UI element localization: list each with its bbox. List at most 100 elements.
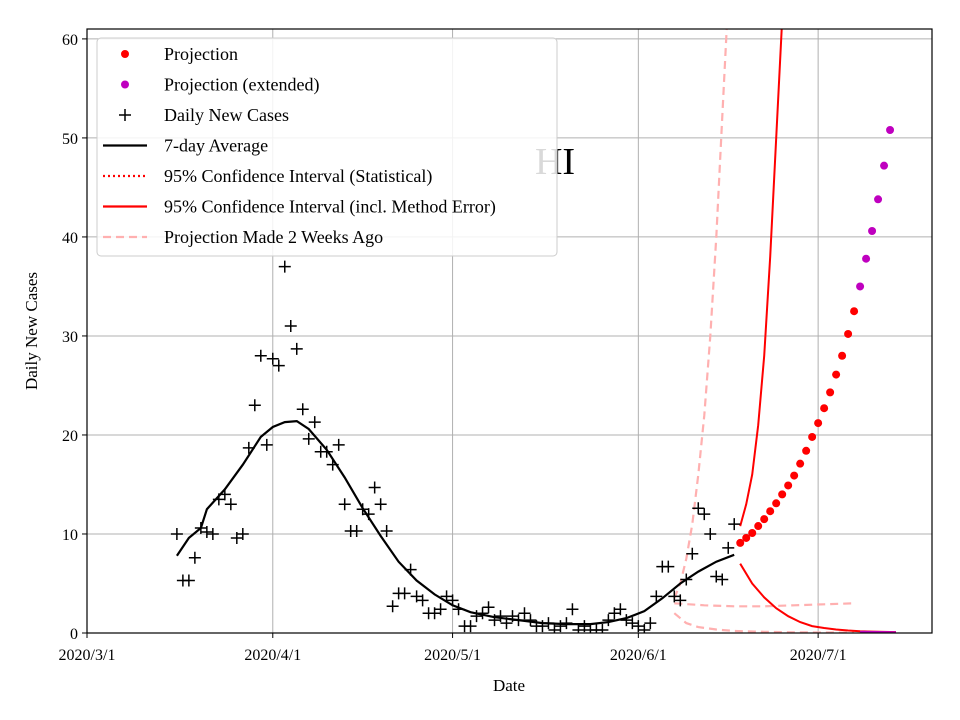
x-tick-label: 2020/4/1 [244,647,301,664]
daily-case-point [674,594,687,607]
daily-case-point [278,260,291,273]
daily-case-point [434,603,447,616]
projection-extended-point [874,195,883,204]
legend-label: Projection Made 2 Weeks Ago [164,227,383,247]
daily-case-point [482,601,495,614]
projection-point [766,507,775,516]
projection-point [808,432,817,441]
daily-case-point [500,617,513,630]
projection-point [796,459,805,468]
daily-case-point [290,342,303,355]
y-tick-label: 10 [62,527,78,544]
projection-point [736,538,745,547]
daily-case-point [284,320,297,333]
plot-frame [86,28,933,634]
projection-point [826,388,835,397]
daily-case-point [218,488,231,501]
projection-point [760,515,769,524]
daily-case-point [554,620,567,633]
daily-case-point [602,614,615,627]
daily-case-point [644,617,657,630]
legend-key-daily-new-cases [119,109,131,121]
daily-case-point [662,560,675,573]
daily-case-point [302,432,315,445]
daily-case-point [476,607,489,620]
projection-point [838,351,847,360]
daily-case-point [242,441,255,454]
daily-case-point [224,498,237,511]
daily-case-point [200,526,213,539]
daily-case-point [338,498,351,511]
daily-case-point [710,570,723,583]
daily-case-point [404,563,417,576]
daily-case-point [542,617,555,630]
legend-key-projection-extended [121,80,129,89]
daily-case-point [254,349,267,362]
axis-ticks: 2020/3/1 2020/4/1 2020/5/1 2020/6/1 2020/7/1… [59,32,847,664]
daily-case-point [464,620,477,633]
y-axis-label: Daily New Cases [22,272,41,390]
legend-key-projection [121,50,129,58]
daily-case-point [182,574,195,587]
daily-case-point [560,617,573,630]
x-axis-label: Date [493,676,525,695]
daily-case-point [416,594,429,607]
daily-case-point [308,416,321,429]
daily-case-point [236,527,249,540]
daily-case-point [188,551,201,564]
daily-case-point [566,603,579,616]
y-tick-label: 50 [62,131,78,148]
two-weeks-ago-upper-line [673,29,728,599]
daily-case-point [518,607,531,620]
projection-point [802,446,811,455]
x-tick-label: 2020/7/1 [790,647,847,664]
daily-case-point [248,399,261,412]
y-tick-label: 0 [70,626,78,643]
daily-case-point [380,525,393,538]
daily-case-point [722,541,735,554]
projection-point [754,522,763,531]
daily-case-point [686,547,699,560]
daily-case-point [452,603,465,616]
daily-case-point [626,617,639,630]
daily-case-point [680,573,693,586]
daily-case-point [650,590,663,603]
daily-case-point [692,502,705,515]
projection-extended-point [856,282,865,291]
projection-extended-point [886,125,895,134]
legend-label: 95% Confidence Interval (Statistical) [164,166,432,187]
legend-label: 7-day Average [164,136,268,156]
projection-point [832,370,841,379]
daily-case-point [728,518,741,531]
seven-day-average-line [175,419,735,626]
daily-case-point [320,445,333,458]
legend-label: Daily New Cases [164,105,289,125]
daily-case-point [716,573,729,586]
projection-extended-point [868,226,877,235]
legend-label: Projection (extended) [164,75,319,96]
daily-case-point [494,610,507,623]
x-tick-label: 2020/5/1 [424,647,481,664]
daily-case-point [704,527,717,540]
legend-label: Projection [164,44,238,64]
y-tick-label: 20 [62,428,78,445]
daily-case-point [386,600,399,613]
legend: Projection Projection (extended) Daily New… [96,37,558,257]
daily-case-point [266,352,279,365]
projection-point [784,481,793,490]
daily-case-point [536,620,549,633]
projection-point [748,528,757,537]
projection-point [820,404,829,413]
daily-case-point [332,438,345,451]
y-tick-label: 30 [62,329,78,346]
daily-case-point [326,458,339,471]
daily-case-point [470,610,483,623]
daily-case-point [260,438,273,451]
daily-case-point [512,614,525,627]
plot-series [170,29,897,633]
daily-case-point [350,525,363,538]
daily-case-point [620,614,633,627]
ci-upper-line [739,29,783,527]
projection-extended-point [862,254,871,263]
